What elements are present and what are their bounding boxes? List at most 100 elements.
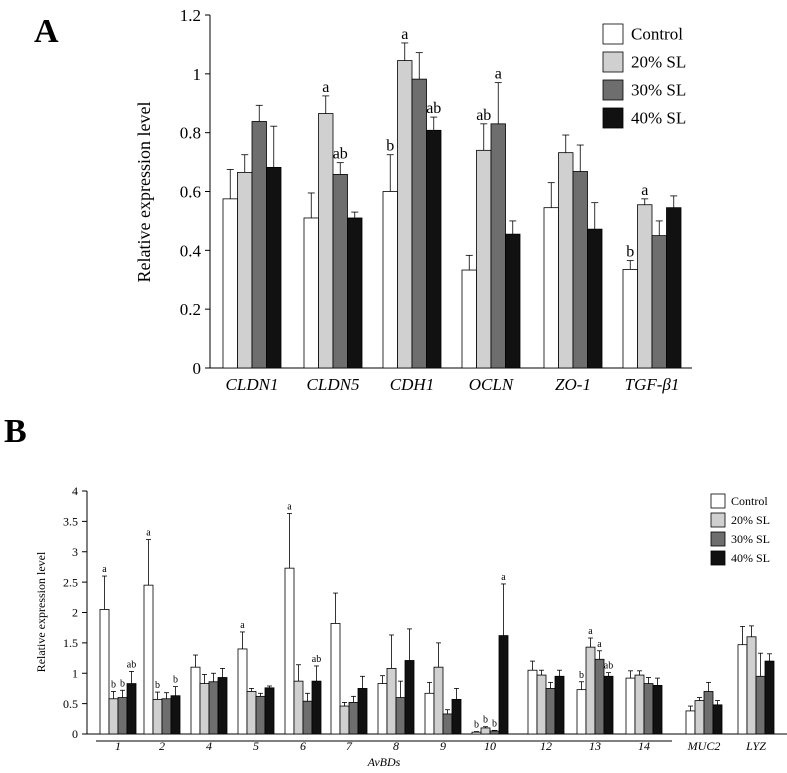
significance-letter: a — [597, 639, 602, 650]
x-category-label: 5 — [253, 739, 259, 753]
bar — [558, 152, 574, 369]
bar — [643, 683, 654, 735]
bar — [395, 697, 406, 735]
bar — [424, 692, 435, 735]
bar — [634, 674, 645, 735]
y-tick-label: 0.4 — [180, 241, 202, 260]
bar — [543, 207, 559, 369]
bar — [377, 683, 388, 735]
significance-letter: b — [492, 718, 497, 729]
bar — [318, 113, 334, 369]
x-category-label: OCLN — [469, 375, 515, 394]
group-label: AvBDs — [367, 755, 401, 769]
y-tick-label: 4 — [72, 484, 78, 498]
panel-b-label: B — [4, 413, 27, 450]
bar — [471, 731, 482, 735]
bar — [108, 698, 119, 735]
bar — [476, 149, 492, 369]
significance-letter: b — [173, 675, 178, 686]
bar — [99, 609, 110, 735]
bar — [433, 666, 444, 735]
bar — [461, 269, 477, 369]
bar — [190, 666, 201, 735]
bar — [237, 171, 253, 369]
bar — [585, 646, 596, 735]
x-category-label: CDH1 — [390, 375, 434, 394]
significance-letter: a — [641, 182, 648, 199]
bar — [251, 121, 267, 369]
x-category-label: 8 — [393, 739, 399, 753]
significance-letter: b — [111, 679, 116, 690]
bar — [637, 204, 653, 369]
bar — [397, 60, 413, 369]
bar — [426, 129, 442, 369]
bar — [652, 685, 663, 735]
legend-swatch — [710, 550, 726, 566]
panel-b-chart: 0 0.5 1 1.5 2 2.5 3 3.5 4 Relative expression lev… — [34, 484, 787, 769]
x-category-label: 4 — [206, 739, 212, 753]
bar — [170, 695, 181, 735]
legend-label: 30% SL — [731, 532, 770, 546]
significance-letter: b — [386, 138, 394, 155]
significance-letter: b — [120, 678, 125, 689]
significance-letter: b — [474, 720, 479, 731]
legend-swatch — [602, 79, 624, 101]
x-category-label: 13 — [589, 739, 601, 753]
y-tick-label: 1.2 — [180, 6, 201, 25]
bar — [480, 727, 491, 735]
y-tick-label: 0.6 — [180, 182, 201, 201]
significance-letter: a — [588, 626, 593, 637]
bar — [554, 675, 565, 735]
bar — [126, 683, 137, 735]
legend-swatch — [710, 531, 726, 547]
significance-letter: b — [155, 680, 160, 691]
bar — [536, 674, 547, 735]
legend-label: 20% SL — [631, 53, 686, 72]
bar — [266, 166, 282, 369]
significance-letter: a — [240, 620, 245, 631]
bar — [666, 207, 682, 369]
panel-a-label: A — [34, 13, 59, 50]
bar — [161, 698, 172, 735]
bar — [302, 700, 313, 735]
significance-letter: ab — [312, 654, 321, 665]
y-tick-label: 1 — [193, 65, 202, 84]
bar — [339, 705, 350, 735]
bar — [746, 636, 757, 735]
x-category-label: CLDN1 — [226, 375, 279, 394]
x-category-label: CLDN5 — [307, 375, 360, 394]
bar — [489, 730, 500, 735]
significance-letter: a — [146, 528, 151, 539]
x-category-label: 6 — [300, 739, 306, 753]
x-category-label: 12 — [540, 739, 552, 753]
y-tick-label: 3 — [72, 545, 78, 559]
bar — [594, 658, 605, 735]
bar — [357, 688, 368, 735]
significance-letter: ab — [127, 659, 136, 670]
significance-letter: ab — [476, 107, 491, 124]
bar — [685, 710, 696, 735]
x-category-label: LYZ — [745, 739, 766, 753]
bar — [603, 675, 614, 735]
significance-letter: a — [495, 66, 502, 83]
bar — [311, 680, 322, 735]
bar — [152, 698, 163, 735]
significance-letter: a — [322, 79, 329, 96]
bar — [545, 688, 556, 735]
bar — [382, 191, 398, 369]
bar — [284, 567, 295, 735]
legend-label: 20% SL — [731, 513, 770, 527]
x-category-label: 2 — [159, 739, 165, 753]
significance-letter: ab — [426, 100, 441, 117]
bar — [576, 689, 587, 735]
legend-label: Control — [731, 494, 768, 508]
y-tick-label: 0.2 — [180, 300, 201, 319]
bar — [386, 667, 397, 735]
bar — [442, 713, 453, 735]
significance-letter: b — [626, 244, 634, 261]
bar — [712, 704, 723, 735]
bar — [264, 687, 275, 735]
bar — [217, 677, 228, 735]
x-category-label: 7 — [346, 739, 353, 753]
